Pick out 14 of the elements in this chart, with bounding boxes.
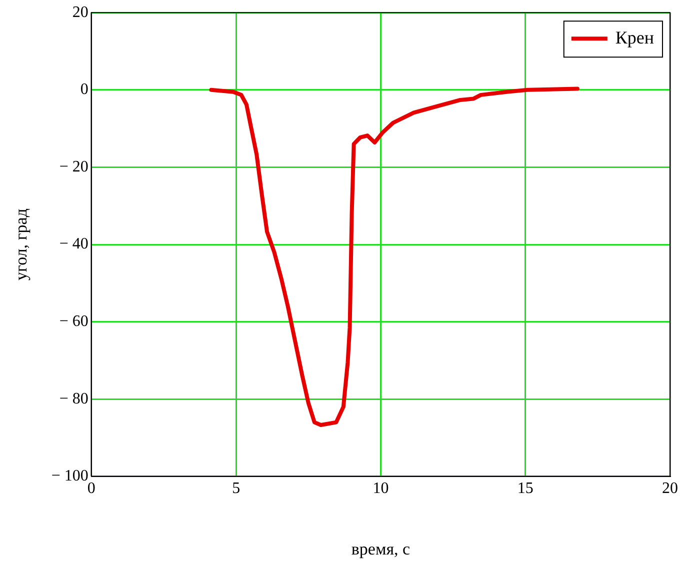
x-axis-title: время, с bbox=[351, 539, 411, 558]
x-tick-label: 5 bbox=[232, 480, 240, 498]
y-tick-label: − 100 bbox=[51, 468, 88, 485]
y-tick-label: 20 bbox=[72, 4, 88, 21]
legend-label: Крен bbox=[615, 27, 654, 48]
y-tick-label: − 60 bbox=[59, 313, 88, 330]
y-tick-label: − 40 bbox=[59, 236, 88, 253]
y-tick-label: − 80 bbox=[59, 390, 88, 408]
x-tick-label: 15 bbox=[517, 480, 534, 498]
x-tick-label: 20 bbox=[662, 480, 678, 498]
y-tick-label: 0 bbox=[80, 81, 88, 98]
y-tick-label: − 20 bbox=[59, 158, 88, 176]
y-axis-title: угол, град bbox=[12, 208, 31, 280]
x-tick-label: 10 bbox=[372, 480, 389, 498]
